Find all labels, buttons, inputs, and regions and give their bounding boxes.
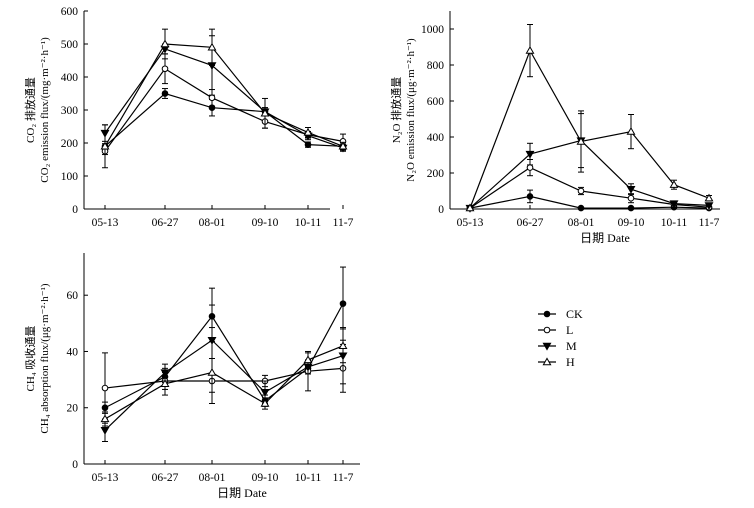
x-tick-label: 11-7 [333,472,354,484]
y-tick-label: 1000 [421,24,444,36]
y-tick-label: 100 [61,171,79,183]
data-point-h [526,47,533,53]
x-tick-label: 08-01 [199,472,226,484]
series-line-m [470,141,709,209]
data-point-l [209,95,215,101]
series-h [101,329,346,426]
legend-label: H [566,355,575,369]
series-ck [102,89,346,150]
legend-label: CK [566,307,583,321]
series-line-ck [105,304,343,408]
y-tick-label: 600 [61,6,79,18]
y-tick-label: 0 [438,204,444,216]
y-tick-label: 0 [72,459,78,471]
y-axis-title-en: CH₄ absorption flux/(μg·m⁻²·h⁻¹) [39,283,51,433]
data-point-h [339,342,346,348]
y-tick-label: 400 [427,132,445,144]
data-point-ck [578,205,584,211]
y-tick-label: 600 [427,96,445,108]
y-axis-title-en: CO₂ emission flux/(mg·m⁻²·h⁻¹) [39,37,51,183]
y-tick-label: 200 [61,138,79,150]
x-tick-label: 09-10 [618,217,645,229]
x-tick-label: 08-01 [199,217,226,229]
y-tick-label: 500 [61,39,79,51]
figure-canvas: 010020030040050060005-13 06-27 08-01 09-10 1… [0,0,754,508]
x-tick-label: 10-11 [295,217,322,229]
data-point-ck [340,301,346,307]
y-tick-label: 20 [67,403,79,415]
y-tick-label: 400 [61,72,79,84]
data-point-ck [527,194,533,200]
x-tick-label: 10-11 [661,217,688,229]
n2o-panel: 0 200 400 600 800 1000 05-13 06-27 08-01 09-10 10-… [389,11,720,245]
x-tick-label: 05-13 [92,217,119,229]
x-tick-label: 10-11 [295,472,322,484]
legend-item-m: M [538,339,577,353]
y-tick-label: 40 [67,346,79,358]
x-tick-label: 11-7 [699,217,720,229]
y-tick-label: 800 [427,60,445,72]
y-tick-label: 300 [61,105,79,117]
x-axis-title: 日期 Date [580,231,630,245]
data-point-l [102,385,108,391]
legend-marker [544,311,550,317]
series-l [102,344,346,423]
legend-marker [544,327,550,333]
data-point-ck [628,205,634,211]
x-tick-label: 06-27 [152,472,179,484]
y-tick-label: 200 [427,168,445,180]
x-tick-label: 05-13 [457,217,484,229]
series-ck [102,267,346,413]
legend: CK LMH [538,307,583,369]
legend-label: M [566,339,577,353]
x-tick-label: 11-7 [333,217,354,229]
legend-item-l: L [538,323,573,337]
y-axis-title-cn: CH₄ 吸收通量 [23,326,37,392]
y-tick-label: 60 [67,290,79,302]
x-tick-label: 06-27 [517,217,544,229]
x-axis-title: 日期 Date [217,486,267,500]
series-m [466,114,712,212]
data-point-ck [305,142,311,148]
x-tick-label: 06-27 [152,217,179,229]
y-axis-title-en: N₂O emission flux/(μg·m⁻²·h⁻¹) [405,38,417,182]
legend-item-h: H [538,355,575,369]
data-point-h [208,369,215,375]
x-tick-label: 09-10 [252,472,279,484]
data-point-l [162,66,168,72]
x-tick-label: 09-10 [252,217,279,229]
legend-label: L [566,323,573,337]
data-point-l [527,165,533,171]
data-point-l [628,195,634,201]
ch4-panel: 0 20 40 60 05-13 06-27 08-01 09-10 10-11 11-7 日期 D… [23,253,360,500]
co2-panel: 0 100 200 300 400 500 600 05-13 06-27 08-01 09-10 1… [23,6,354,229]
legend-item-ck: CK [538,307,583,321]
data-point-h [627,128,634,134]
data-point-ck [162,91,168,97]
series-line-m [105,340,343,430]
y-axis-title-cn: N₂O 排放通量 [389,77,403,143]
x-tick-label: 05-13 [92,472,119,484]
data-point-m [101,428,108,434]
y-axis-title-cn: CO₂ 排放通量 [23,77,37,143]
y-tick-label: 0 [72,204,78,216]
x-tick-label: 08-01 [568,217,595,229]
data-point-l [578,188,584,194]
series-h [466,25,712,211]
series-m [101,288,346,441]
